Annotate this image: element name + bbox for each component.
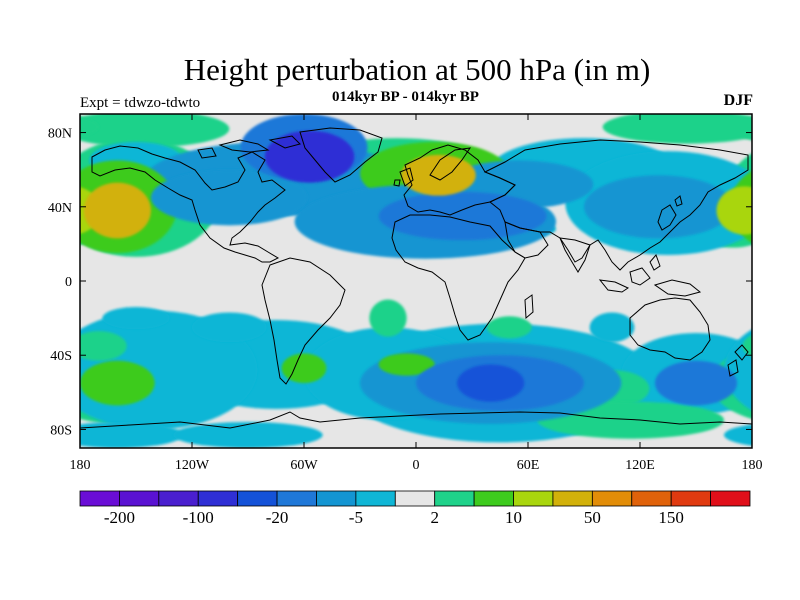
coastline-north-america: [91, 145, 286, 263]
anomaly-field: [80, 114, 752, 448]
x-tick-label: 0: [413, 458, 420, 473]
coastline-new-zealand: [727, 344, 749, 377]
x-tick-label: 60W: [290, 458, 318, 473]
coastline-british-isles: [393, 167, 414, 187]
anomaly-region-27: [654, 360, 738, 406]
y-tick-label: 0: [65, 275, 72, 290]
anomaly-region-3: [401, 154, 476, 196]
anomaly-region-29: [281, 353, 327, 384]
anomaly-region-6: [83, 182, 151, 239]
colorbar-swatch: [473, 490, 514, 507]
y-tick-label: 40N: [48, 201, 72, 216]
x-tick-label: 120W: [175, 458, 210, 473]
coastline-se-asia-islands: [598, 254, 702, 297]
coastline-antarctica: [80, 411, 752, 429]
anomaly-region-41: [173, 422, 323, 448]
colorbar-swatch: [513, 490, 554, 507]
colorbar-swatch: [79, 490, 120, 507]
coastline-greenland: [299, 127, 383, 183]
chart-title: Height perturbation at 500 hPa (in m): [183, 52, 651, 87]
colorbar-label: -5: [349, 508, 363, 527]
anomaly-region-16: [584, 175, 734, 239]
colorbar-swatch: [631, 490, 672, 507]
anomaly-region-46: [192, 312, 267, 343]
colorbar-swatch: [552, 490, 593, 507]
colorbar-swatch: [355, 490, 396, 507]
colorbar-swatch: [710, 490, 751, 507]
season-label: DJF: [723, 92, 753, 109]
anomaly-region-9: [716, 186, 752, 235]
chart-subtitle: 014kyr BP - 014kyr BP: [332, 89, 479, 105]
anomaly-region-42: [486, 316, 532, 339]
colorbar-label: -100: [183, 508, 214, 527]
colorbar-label: 150: [658, 508, 684, 527]
colorbar-swatch: [434, 490, 475, 507]
anomaly-region-20: [602, 114, 752, 144]
anomaly-region-23: [457, 364, 525, 402]
anomaly-region-19: [80, 114, 230, 148]
y-tick-label: 80N: [48, 127, 72, 142]
coastline-south-america: [261, 257, 346, 385]
x-tick-label: 180: [70, 458, 91, 473]
colorbar-swatch: [591, 490, 633, 507]
colorbar-label: -200: [104, 508, 135, 527]
colorbar-swatch: [119, 490, 160, 507]
coastlines: [80, 127, 752, 429]
y-axis: 80N 40N 0 40S 80S: [48, 127, 752, 438]
anomaly-region-40: [80, 422, 183, 448]
plot-area: [79, 113, 753, 449]
anomaly-region-32: [80, 360, 155, 406]
x-tick-label: 60E: [517, 458, 540, 473]
anomaly-region-47-wrap: [742, 334, 752, 358]
coastline-africa: [391, 214, 526, 341]
coastline-scandinavia: [429, 147, 472, 181]
colorbar-swatch: [197, 490, 239, 507]
colorbar-swatch: [316, 490, 357, 507]
anomaly-region-40-wrap: [724, 424, 752, 446]
colorbar-swatch: [158, 490, 199, 507]
anomaly-region-18: [150, 169, 308, 226]
anomaly-region-43: [589, 312, 635, 343]
anomaly-region-0: [264, 130, 355, 183]
coastline-australia: [629, 297, 711, 361]
y-tick-label: 80S: [50, 423, 72, 438]
coastline-arctic-islands: [197, 135, 301, 159]
x-tick-label: 180: [742, 458, 763, 473]
colorbar: -200 -100 -20 -5 2 10 50 150: [79, 490, 751, 527]
colorbar-swatch: [670, 490, 711, 507]
experiment-label: Expt = tdwzo-tdwto: [80, 95, 201, 111]
y-tick-label: 40S: [50, 349, 72, 364]
colorbar-label: 2: [430, 508, 439, 527]
x-axis: 180 120W 60W 0 60E 120E 180: [70, 114, 763, 473]
coastline-india: [559, 237, 591, 273]
anomaly-region-45: [102, 306, 170, 330]
colorbar-label: 10: [505, 508, 522, 527]
anomaly-region-47: [80, 331, 127, 361]
anomaly-region-44: [369, 299, 407, 337]
anomaly-region-35: [378, 353, 435, 376]
colorbar-swatch: [276, 490, 317, 507]
coastline-madagascar: [524, 294, 534, 320]
x-tick-label: 120E: [625, 458, 655, 473]
colorbar-label: 50: [584, 508, 601, 527]
coastline-arabia: [504, 221, 549, 259]
anomaly-region-11: [378, 191, 547, 241]
coastline-japan: [657, 195, 683, 231]
colorbar-label: -20: [266, 508, 289, 527]
colorbar-swatch: [394, 490, 436, 507]
colorbar-swatch: [237, 490, 278, 507]
coastline-europe: [403, 144, 516, 216]
